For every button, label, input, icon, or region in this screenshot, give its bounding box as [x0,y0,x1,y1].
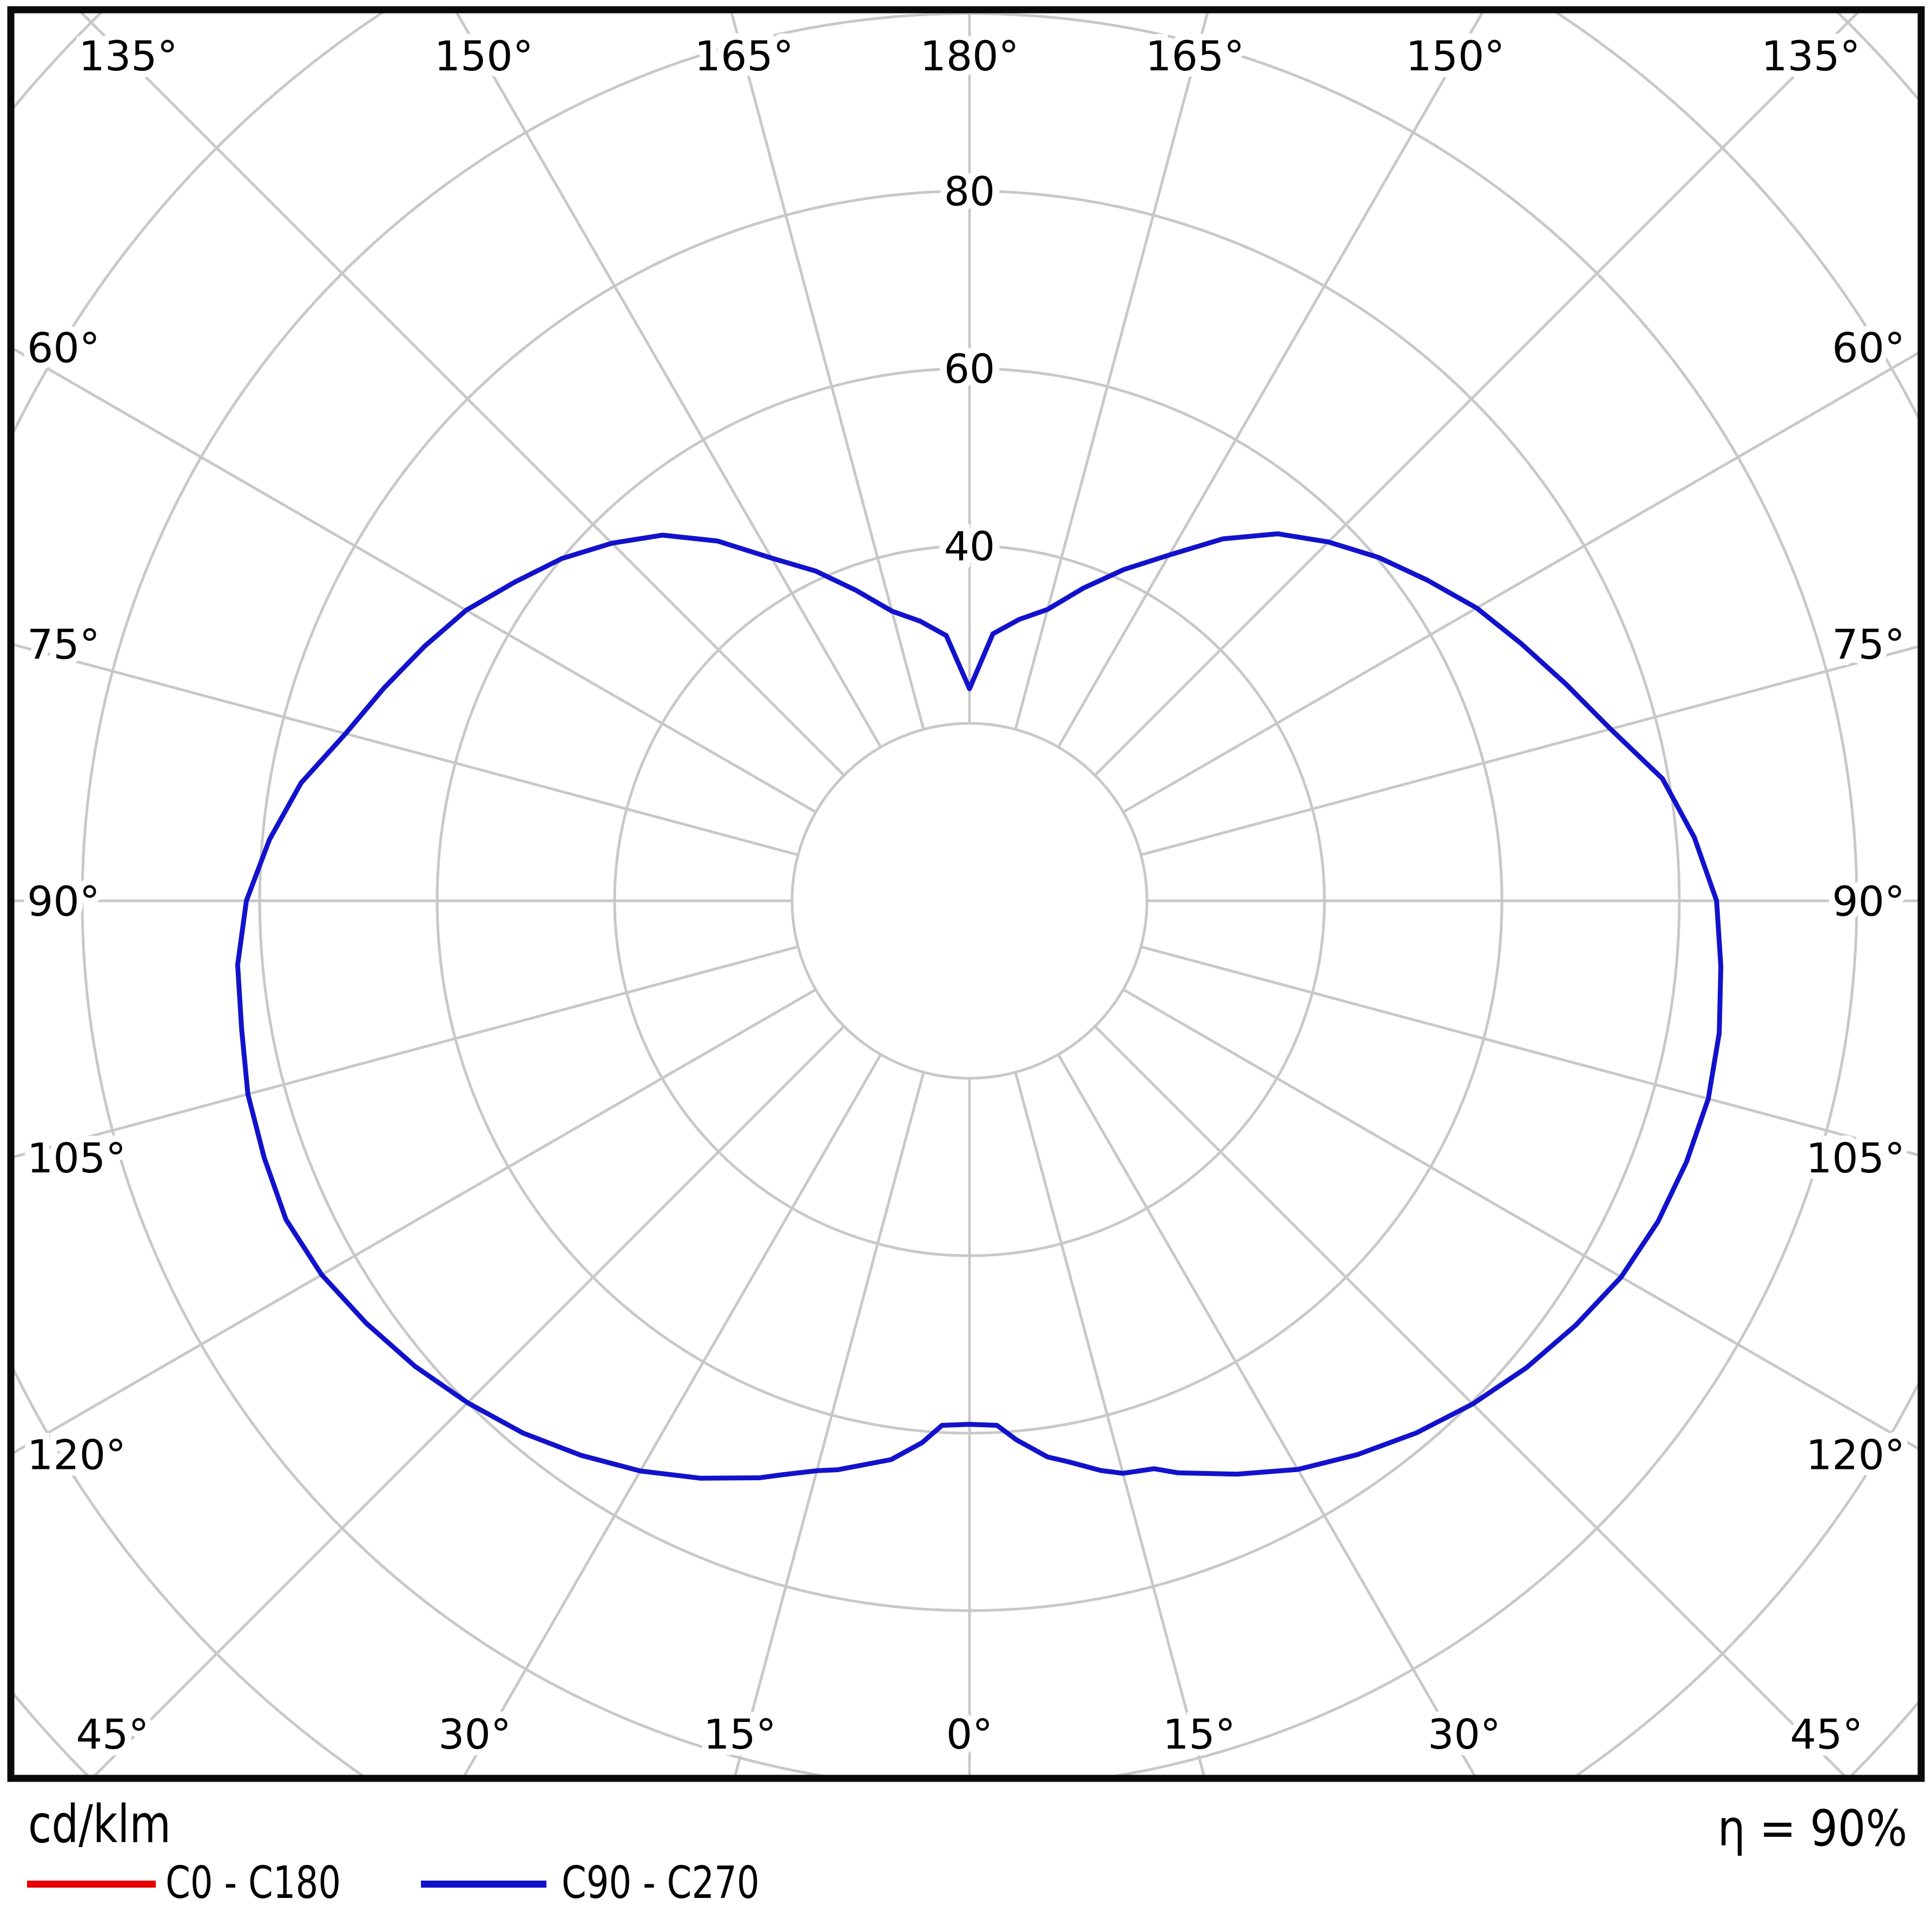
angle-label-150-left: 150° [434,32,533,80]
grid-spoke-75-right [1140,945,1918,1157]
angle-label-15-right: 15° [1163,1710,1236,1758]
radial-label-80: 80 [944,169,995,215]
grid-spoke-135-left [80,13,845,776]
angle-label-0: 0° [946,1710,993,1758]
angle-tick-labels: 0° 15° 15° 30° 30° 45° 45° 60° 60° 75° 75° 90° 90° 10… [21,25,1911,1765]
angle-label-165-right: 165° [1145,32,1244,80]
angle-label-105-left: 105° [27,1134,126,1182]
angle-label-75-right: 75° [1832,621,1905,669]
radial-tick-labels: 40 60 80 [937,162,1002,577]
legend-label-c0-c180: C0 - C180 [166,1857,341,1909]
grid-spoke-30-left [463,1053,882,1775]
grid-spoke-105-left [14,643,799,856]
grid-spoke-105-right [1140,645,1918,856]
grid-spoke-60-left [14,988,817,1454]
legend-line-c0-c180 [27,1881,156,1888]
angle-label-105-right: 105° [1806,1134,1905,1182]
units-label: cd/klm [28,1794,171,1855]
angle-label-45-right: 45° [1790,1710,1863,1758]
angle-label-30-left: 30° [438,1710,511,1758]
angle-label-90-right: 90° [1832,877,1905,925]
angle-label-120-right: 120° [1806,1430,1905,1479]
angle-label-15-left: 15° [703,1710,776,1758]
legend-line-c90-c270 [421,1881,546,1888]
angle-label-45-left: 45° [76,1710,149,1758]
angle-label-30-right: 30° [1428,1710,1501,1758]
grid-spoke-45-left [93,1025,845,1775]
radial-label-40: 40 [944,524,995,570]
angle-label-135-right: 135° [1761,32,1860,80]
grid-spoke-15-left [734,1072,925,1775]
angle-label-60-right: 60° [1832,324,1905,372]
legend-label-c90-c270: C90 - C270 [562,1857,760,1909]
grid-spoke-165-left [730,13,925,730]
curve-c90-c270 [235,531,1724,1481]
angle-label-150-right: 150° [1406,32,1505,80]
grid-spoke-45-right [1094,1025,1846,1775]
grid-spoke-15-right [1014,1072,1205,1775]
angle-label-180: 180° [920,32,1019,80]
angle-label-75-left: 75° [27,621,100,669]
angle-label-135-left: 135° [78,32,177,80]
radial-label-60: 60 [944,346,995,393]
efficiency-label: η = 90% [1717,1799,1907,1857]
angle-label-90-left: 90° [27,877,100,925]
angle-label-165-left: 165° [695,32,794,80]
grid-ring-20 [790,722,1149,1080]
grid-spoke-75-left [14,945,799,1158]
grid-spoke-60-right [1122,988,1918,1450]
grid-spoke-150-right [1057,13,1484,748]
grid-spoke-30-right [1057,1053,1476,1775]
grid-spoke-120-left [14,347,817,814]
grid-spoke-165-right [1014,13,1209,730]
grid-spoke-135-right [1094,13,1860,776]
angle-label-120-left: 120° [27,1430,126,1479]
legend: C0 - C180 C90 - C270 [0,1855,1932,1914]
grid-spoke-150-left [455,13,882,748]
grid-spoke-120-right [1122,352,1918,814]
plot-border [7,6,1925,1782]
angle-label-60-left: 60° [27,324,100,372]
